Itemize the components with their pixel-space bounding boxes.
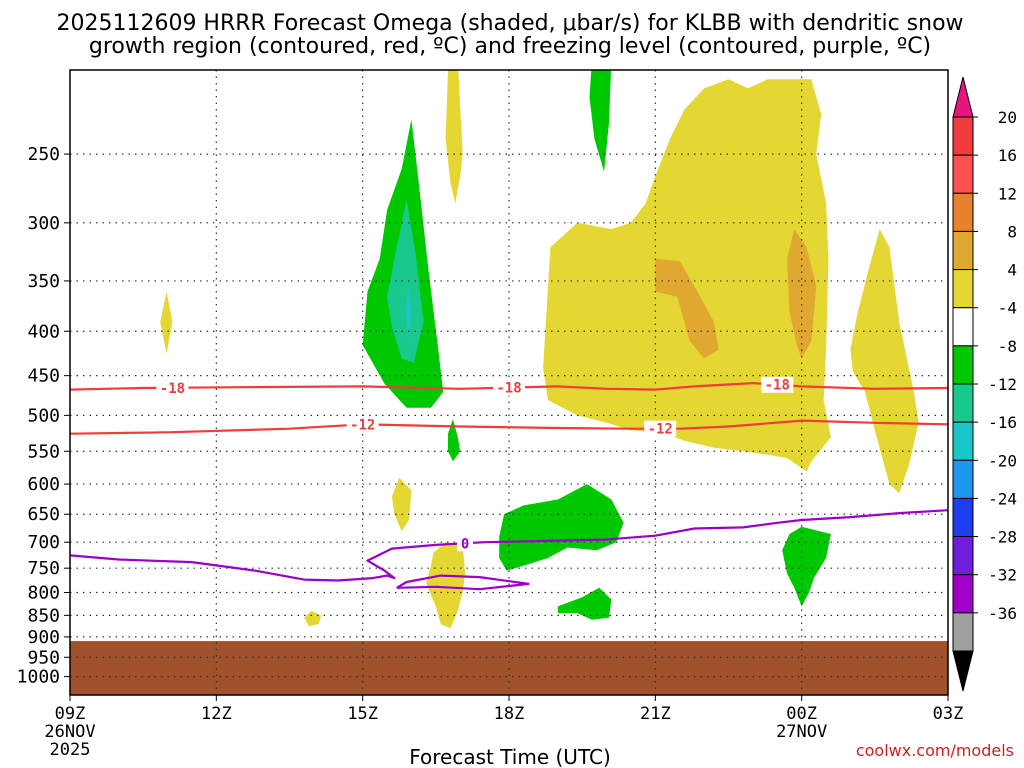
credit-link[interactable]: coolwx.com/models [856, 741, 1014, 760]
colorbar-segment-3 [952, 230, 974, 271]
contour-label-zero-c-freezing-level-0: 0 [461, 536, 469, 552]
omega-region-green-820mb-20z [557, 587, 612, 620]
y-tick-label-600: 600 [27, 474, 60, 495]
y-tick-label-750: 750 [27, 558, 60, 579]
colorbar-label--8: -8 [998, 337, 1017, 356]
omega-region-green-upper-20z [589, 70, 612, 172]
chart-title-line-1: 2025112609 HRRR Forecast Omega (shaded, … [56, 11, 963, 36]
omega-region-yellow-650mb-16z [391, 477, 412, 532]
omega-region-yellow-700mb-17z [426, 542, 466, 629]
x-axis-title: Forecast Time (UTC) [409, 745, 611, 768]
y-tick-label-900: 900 [27, 627, 60, 648]
omega-region-cyan-core-16z [405, 286, 412, 339]
omega-region-teal-core-16z [387, 199, 424, 363]
y-tick-label-1000: 1000 [17, 667, 60, 688]
colorbar-label--16: -16 [988, 413, 1017, 432]
x-tick-label-09Z: 09Z [55, 704, 86, 724]
y-tick-label-650: 650 [27, 504, 60, 525]
contour-label-bg [457, 535, 474, 552]
omega-region-yellow-02z [850, 229, 919, 494]
x-tick-date-26NOV: 26NOV [44, 722, 95, 742]
colorbar-label-8: 8 [1007, 222, 1017, 241]
isotherm-contours: -18 -18 -18 -12 -12 0 [70, 376, 948, 591]
x-tick-label-12Z: 12Z [201, 704, 232, 724]
contour-label-minus-18c-isotherm-0: -18 [160, 381, 185, 397]
omega-colorbar: 20 16 12 8 4 -4 -8 -12 -16 -20 -24 -28 -32 -36 [952, 76, 1017, 692]
colorbar-label-20: 20 [998, 108, 1017, 127]
colorbar-label-12: 12 [998, 184, 1017, 203]
colorbar-segment-11 [952, 536, 974, 576]
contour-minus-18c-isotherm [70, 382, 948, 391]
y-tick-label-450: 450 [27, 366, 60, 387]
colorbar-segment-9 [952, 459, 974, 499]
colorbar-segment-13 [952, 612, 974, 652]
omega-region-green-500mb-17z [448, 419, 461, 462]
x-tick-label-00Z: 00Z [786, 704, 817, 724]
x-tick-label-21Z: 21Z [640, 704, 671, 724]
colorbar-label--4: -4 [998, 299, 1017, 318]
colorbar-segment-1 [952, 154, 974, 194]
colorbar-label--28: -28 [988, 528, 1017, 547]
contour-zero-c-freezing-loop [396, 574, 530, 591]
contour-label-bg [761, 376, 794, 393]
colorbar-top-arrow [952, 76, 974, 118]
x-tick-date-27NOV: 27NOV [776, 722, 827, 742]
y-tick-label-500: 500 [27, 405, 60, 426]
y-tick-label-300: 300 [27, 213, 60, 234]
colorbar-segment-2 [952, 192, 974, 232]
x-tick-label-18Z: 18Z [494, 704, 525, 724]
omega-region-green-700mb-00z [782, 526, 831, 607]
y-tick-label-400: 400 [27, 321, 60, 342]
x-tick-label-15Z: 15Z [347, 704, 378, 724]
colorbar-label-4: 4 [1007, 261, 1017, 280]
contour-label-bg [644, 420, 677, 437]
contour-label-minus-18c-isotherm-2: -18 [765, 378, 790, 394]
colorbar-segment-4 [952, 269, 974, 309]
x-tick-label-03Z: 03Z [933, 704, 964, 724]
contour-label-bg [346, 416, 379, 433]
y-tick-label-800: 800 [27, 583, 60, 604]
x-tick-year-2025: 2025 [50, 740, 91, 760]
omega-region-orange-00z [787, 229, 817, 359]
contour-label-minus-18c-isotherm-1: -18 [496, 381, 521, 397]
omega-region-yellow-upper-17z [445, 70, 463, 204]
colorbar-label--24: -24 [988, 489, 1017, 508]
colorbar-segment-6 [952, 345, 974, 385]
colorbar-segment-12 [952, 574, 974, 614]
colorbar-segment-0 [952, 116, 974, 156]
colorbar-label--32: -32 [988, 566, 1017, 585]
colorbar-segment-10 [952, 497, 974, 538]
y-tick-label-250: 250 [27, 144, 60, 165]
colorbar-bottom-arrow [952, 650, 974, 692]
contour-label-minus-12c-isotherm-0: -12 [350, 417, 375, 433]
contour-label-bg [156, 379, 189, 396]
chart-title-line-2: growth region (contoured, red, ºC) and f… [89, 34, 931, 59]
contour-minus-12c-isotherm [70, 419, 948, 435]
y-tick-label-850: 850 [27, 605, 60, 626]
omega-region-orange-21-22z [655, 258, 719, 359]
omega-region-yellow-11z [160, 291, 173, 355]
y-tick-label-700: 700 [27, 532, 60, 553]
omega-region-green-big-18-20z [499, 484, 624, 571]
colorbar-segment-8 [952, 421, 974, 461]
omega-region-yellow-850mb-14z [304, 610, 322, 627]
y-tick-label-350: 350 [27, 271, 60, 292]
colorbar-label--36: -36 [988, 604, 1017, 623]
colorbar-label--12: -12 [988, 375, 1017, 394]
colorbar-segment-5 [952, 307, 974, 347]
contour-label-bg [493, 379, 525, 396]
colorbar-label--20: -20 [988, 451, 1017, 470]
grid-lines [70, 70, 948, 695]
y-axis-pressure: 2503003504004505005506006507007508008509… [17, 144, 70, 688]
colorbar-segment-7 [952, 383, 974, 423]
contour-zero-c-freezing-level [70, 509, 948, 582]
colorbar-label-16: 16 [998, 146, 1017, 165]
y-tick-label-950: 950 [27, 647, 60, 668]
y-tick-label-550: 550 [27, 441, 60, 462]
chart-title: 2025112609 HRRR Forecast Omega (shaded, … [56, 11, 963, 59]
contour-label-minus-12c-isotherm-1: -12 [648, 422, 673, 438]
